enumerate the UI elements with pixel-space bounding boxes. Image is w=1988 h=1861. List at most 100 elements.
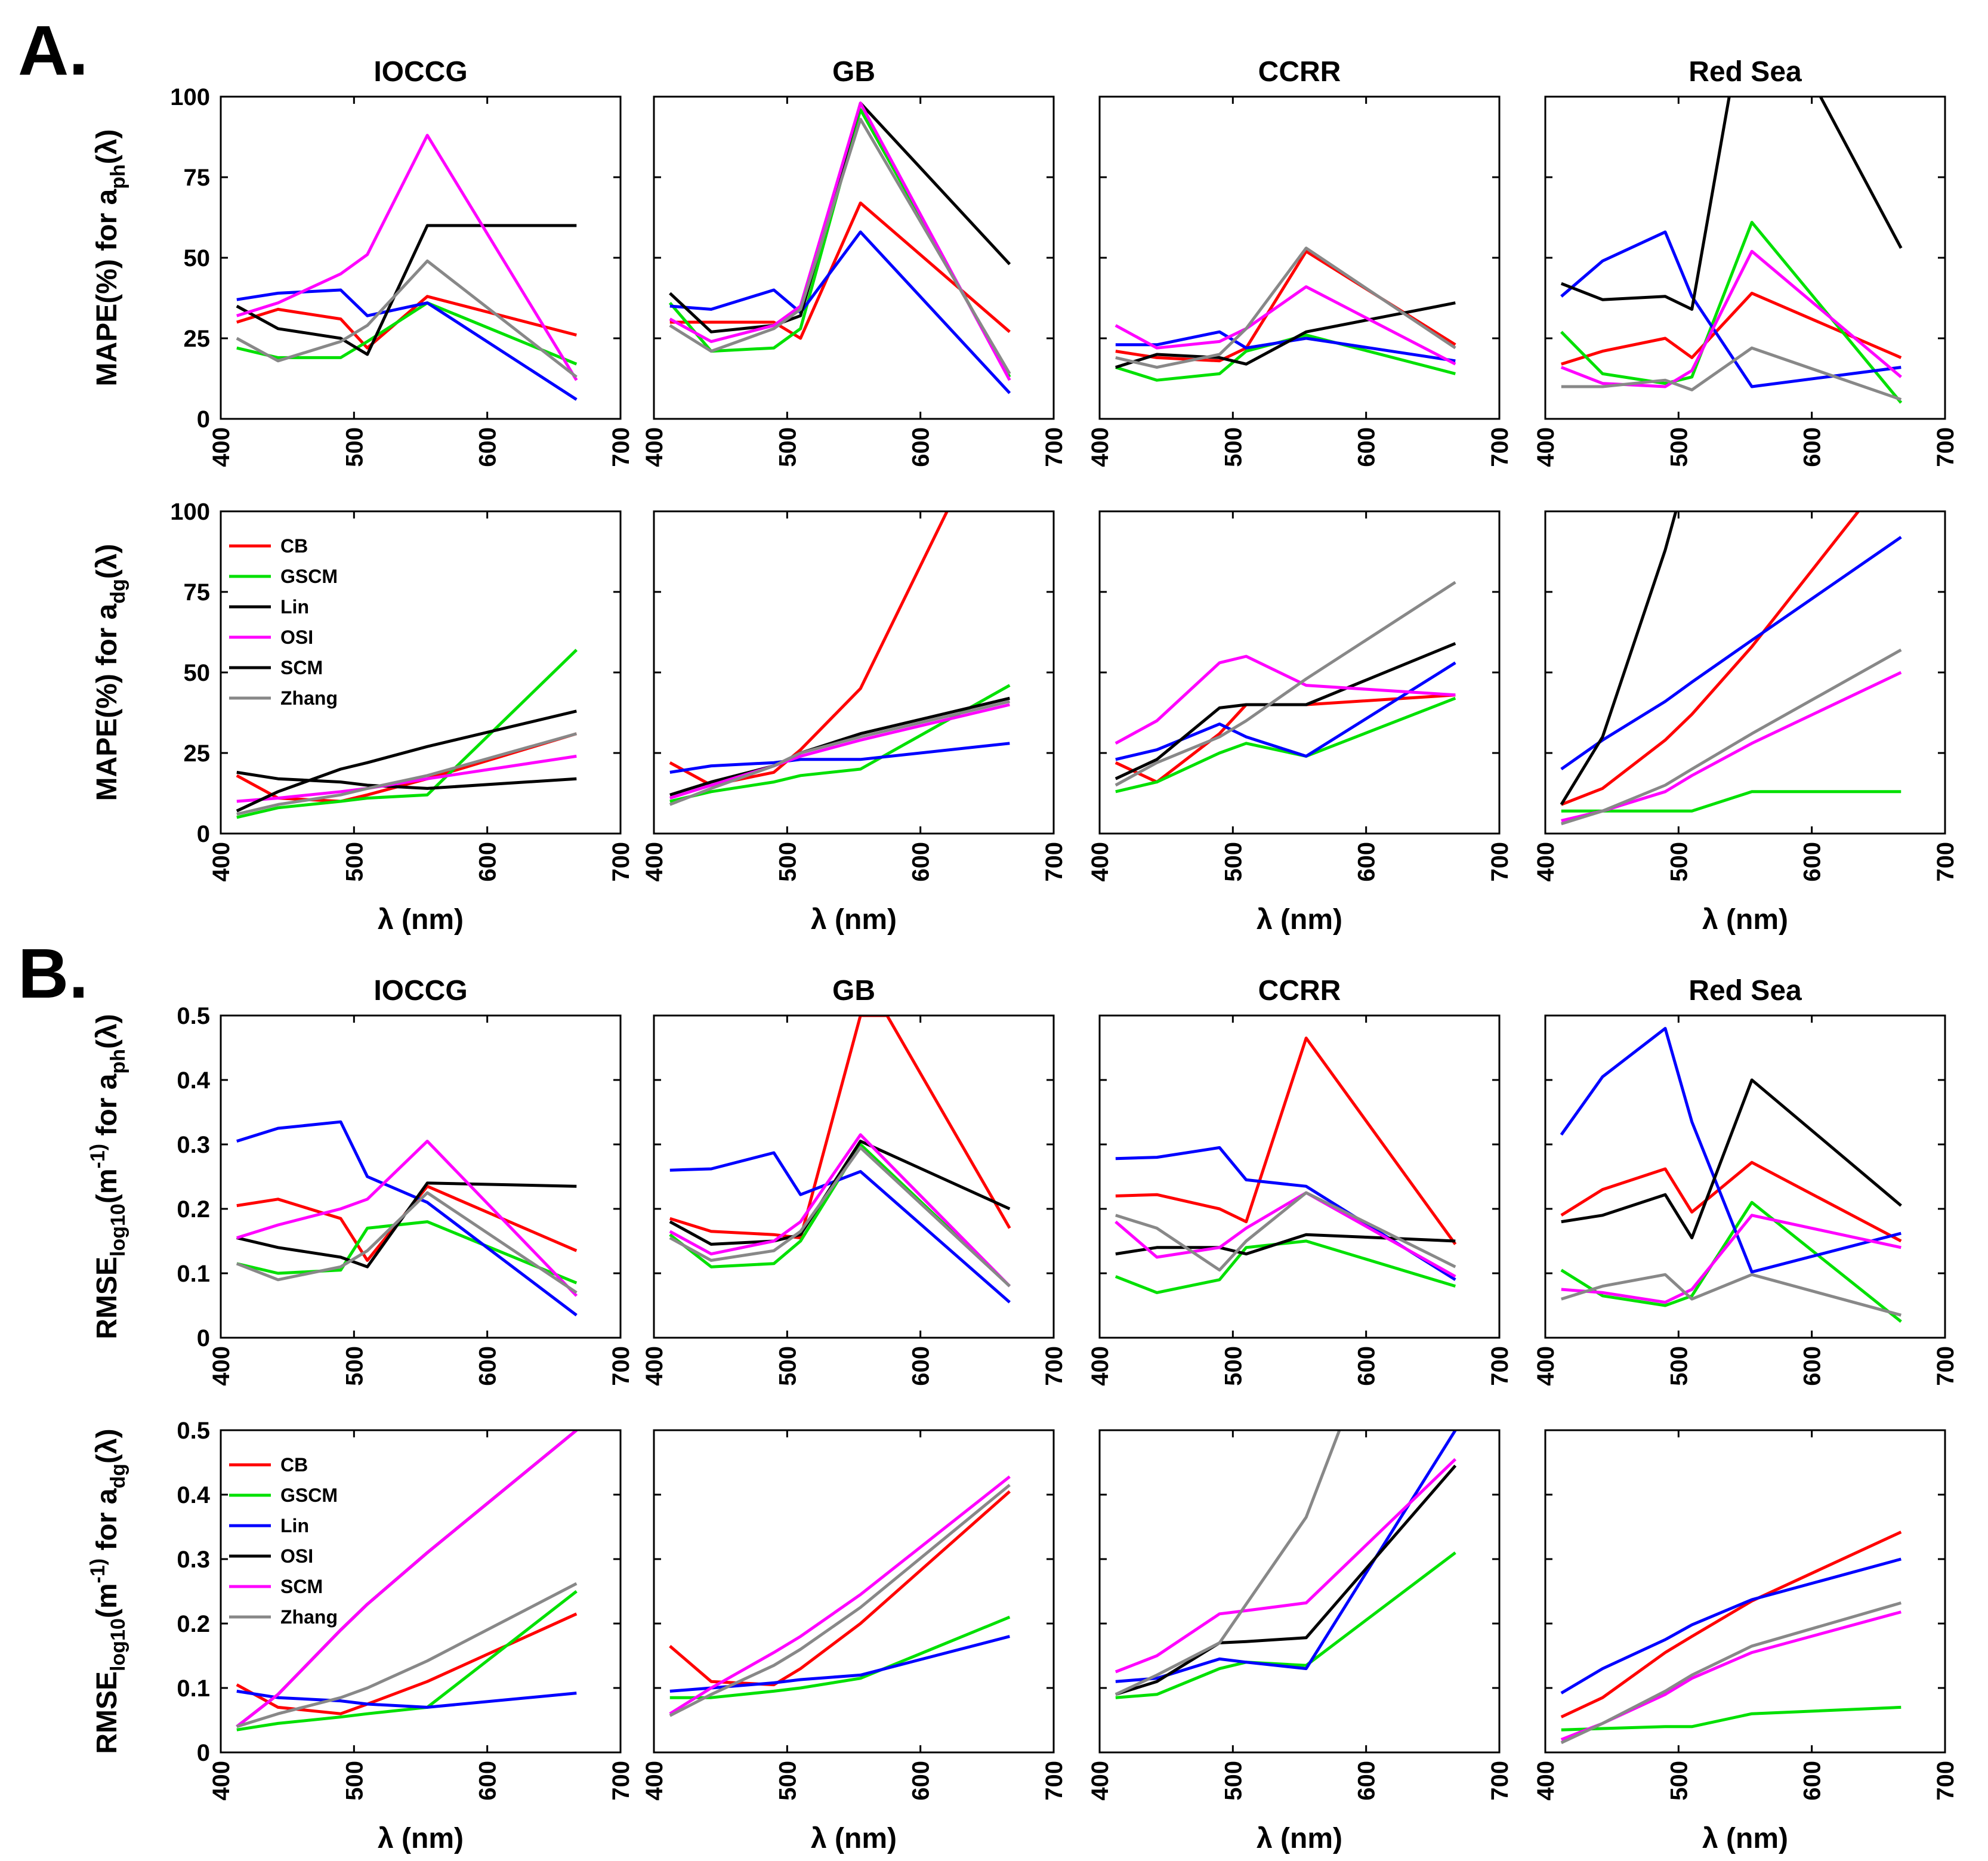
series-line-zhang — [236, 1582, 578, 1729]
x-tick-label: 600 — [1799, 1346, 1826, 1386]
series-line-zhang — [236, 259, 578, 378]
series-line-zhang — [1115, 1430, 1341, 1696]
series-line-gscm — [668, 108, 1011, 378]
y-axis-label: MAPE(%) for adg​(λ) — [91, 544, 129, 801]
x-tick-label: 600 — [475, 842, 501, 882]
series-line-cb — [669, 201, 1011, 340]
x-tick-label: 500 — [1666, 1761, 1692, 1801]
series-line-gscm — [1561, 790, 1901, 813]
x-tick-label: 400 — [641, 427, 668, 467]
series-line-lin — [669, 1151, 1011, 1304]
axes-frame — [653, 1014, 1055, 1339]
y-tick-label: 0 — [197, 821, 210, 847]
series-group — [668, 101, 1011, 394]
y-tick-label: 0.4 — [177, 1067, 210, 1094]
series-line-cb — [669, 1490, 1011, 1687]
x-tick-label: 500 — [774, 427, 801, 467]
series-line-gscm — [1115, 1551, 1456, 1699]
x-tick-label: 500 — [1220, 1761, 1246, 1801]
series-line-zhang — [669, 1483, 1011, 1717]
x-tick-label: 700 — [608, 1761, 634, 1801]
x-tick-label: 400 — [1533, 1346, 1559, 1386]
series-line-scm — [1115, 285, 1456, 366]
series-group — [1115, 1036, 1457, 1294]
chart-panel-4: 0 25 50 75 100 400 500 600 700 λ (nm) MAPE(%) for … — [91, 499, 634, 936]
y-tick-label: 0.1 — [177, 1675, 210, 1702]
series-line-zhang — [669, 1146, 1011, 1288]
legend-entry: SCM — [280, 1576, 323, 1597]
series-line-gscm — [236, 1590, 578, 1732]
series-line-scm — [1560, 249, 1902, 388]
x-tick-label: 500 — [341, 1346, 368, 1386]
x-tick-label: 700 — [1933, 1346, 1959, 1386]
x-tick-label: 700 — [1487, 1761, 1513, 1801]
series-line-scm — [669, 1475, 1011, 1715]
series-line-osi — [1115, 1464, 1457, 1696]
x-tick-label: 600 — [475, 427, 501, 467]
x-tick-label: 400 — [641, 1761, 668, 1801]
x-tick-label: 700 — [608, 842, 634, 882]
series-line-cb — [236, 732, 578, 803]
series-line-lin — [1560, 230, 1901, 388]
x-tick-label: 500 — [341, 1761, 368, 1801]
x-axis-label: λ (nm) — [1702, 904, 1788, 936]
x-tick-label: 700 — [1487, 1346, 1513, 1386]
y-tick-label: 0.3 — [177, 1547, 210, 1573]
series-line-scm-black — [236, 709, 577, 813]
y-tick-label: 0 — [197, 406, 210, 433]
y-tick-label: 0.3 — [177, 1132, 210, 1158]
axes-frame — [220, 95, 622, 420]
series-line-scm — [236, 754, 577, 803]
series-line-lin — [1560, 1027, 1901, 1274]
chart-panel-3: Red Sea 400 500 600 700 — [1533, 56, 1959, 467]
x-tick-label: 500 — [1220, 1346, 1246, 1386]
axes-frame — [653, 1429, 1055, 1754]
series-group — [1115, 1430, 1457, 1699]
x-tick-label: 600 — [908, 427, 934, 467]
x-tick-label: 600 — [1799, 427, 1826, 467]
series-line-cb — [236, 1612, 578, 1715]
series-line-cb — [236, 295, 577, 350]
series-line-scm — [1115, 655, 1456, 745]
panel-title: CCRR — [1258, 56, 1341, 88]
series-group — [669, 1475, 1011, 1717]
series-line-zhang — [669, 700, 1010, 806]
x-tick-label: 400 — [208, 1761, 234, 1801]
x-tick-label: 600 — [1799, 842, 1826, 882]
x-tick-label: 600 — [475, 1761, 501, 1801]
panel-label-b: B. — [18, 934, 88, 1013]
x-tick-label: 400 — [1533, 1761, 1559, 1801]
series-line-lin — [1560, 1557, 1901, 1695]
y-tick-label: 0.5 — [177, 1003, 210, 1029]
series-line-osi — [1115, 1233, 1456, 1256]
series-line-osi — [236, 770, 577, 790]
y-tick-label: 0.2 — [177, 1196, 210, 1223]
series-group — [1560, 1530, 1902, 1745]
series-group — [236, 649, 578, 819]
panel-title: GB — [832, 56, 875, 88]
y-tick-label: 75 — [184, 165, 211, 191]
x-tick-label: 700 — [1933, 842, 1959, 882]
x-tick-label: 600 — [908, 1346, 934, 1386]
x-tick-label: 500 — [1666, 842, 1692, 882]
chart-panel-14: 400 500 600 700 λ (nm) — [1087, 1429, 1513, 1854]
x-tick-label: 500 — [341, 427, 368, 467]
legend-entry: Lin — [280, 596, 309, 618]
panel-title: Red Sea — [1688, 56, 1802, 88]
series-line-lin — [236, 1120, 578, 1317]
y-tick-label: 0.4 — [177, 1482, 210, 1508]
x-tick-label: 400 — [1533, 842, 1559, 882]
series-line-lin — [236, 1689, 577, 1709]
chart-panel-0: IOCCG 0 25 50 75 100 400 500 600 700 MAPE(%) for a… — [91, 56, 634, 467]
x-tick-label: 500 — [341, 842, 368, 882]
series-group — [669, 1016, 1011, 1304]
legend-entry: OSI — [280, 626, 313, 648]
y-tick-label: 0 — [197, 1740, 210, 1766]
series-line-osi — [1561, 1078, 1902, 1240]
series-line-cb — [1561, 291, 1902, 366]
series-line-osi — [236, 224, 577, 356]
legend-entry: Lin — [280, 1515, 309, 1536]
series-line-zhang — [1560, 1601, 1901, 1745]
series-line-scm — [669, 101, 1011, 381]
series-line-lin — [1560, 536, 1902, 771]
